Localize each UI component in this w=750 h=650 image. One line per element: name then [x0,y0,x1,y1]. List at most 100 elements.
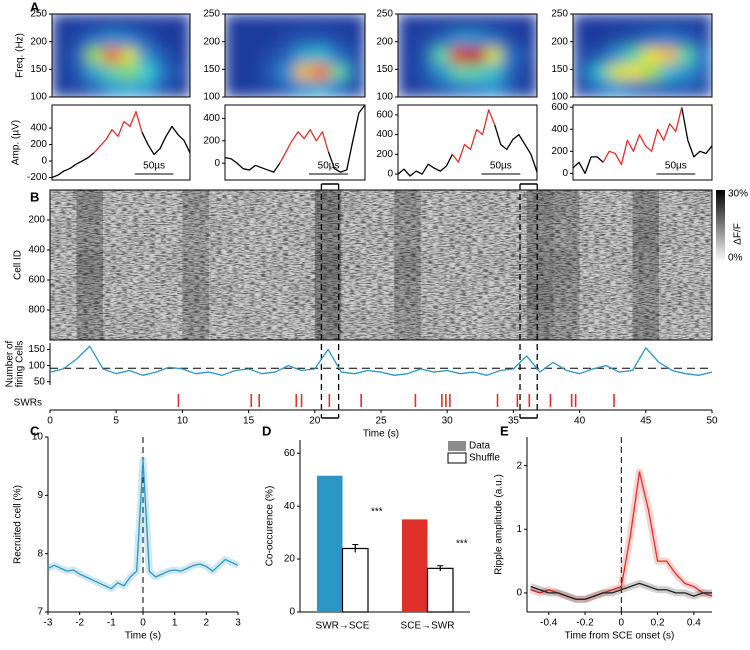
heatmap-cell [103,14,122,32]
panel-label: C [30,423,40,438]
heatmap-cell [502,47,521,65]
heatmap-cell [450,47,468,65]
heatmap-cell [312,80,331,98]
y-tick-label: 250 [203,9,220,20]
y-tick-label: 0 [289,607,295,618]
y-tick-label: 200 [30,139,47,150]
y-tick-label: 250 [30,9,47,20]
heatmap-cell [138,80,156,98]
heatmap-cell [155,80,174,98]
heatmap-cell [103,30,122,48]
heatmap-cell [103,47,122,65]
heatmap-cell [225,63,243,81]
x-tick-label: -2 [75,618,84,629]
heatmap-cell [694,30,713,48]
heatmap-cell [260,30,278,48]
texture [50,190,712,340]
x-tick-label: 0.2 [651,618,665,629]
heatmap-cell [121,30,139,48]
x-tick-label: 30 [442,416,454,427]
y-tick-label: 250 [376,9,393,20]
heatmap-cell [330,14,348,32]
y-tick-label: 0 [214,158,220,169]
heatmap-cell [625,63,643,81]
heatmap-cell [103,80,122,98]
heatmap-cell [450,63,468,81]
heatmap-cell [607,63,626,81]
heatmap-cell [415,30,434,48]
bar [341,547,369,613]
heatmap-cell [347,14,366,32]
y-tick-label: 400 [28,245,45,256]
heatmap-cell [347,30,366,48]
heatmap-cell [677,30,696,48]
heatmap-cell [52,14,70,32]
plot-frame [49,189,713,341]
heatmap-cell [659,63,678,81]
heatmap-cell [415,80,434,98]
heatmap-cell [69,47,87,65]
y-tick-label: 400 [551,124,568,135]
line-series [47,459,239,590]
heatmap-cell [590,14,609,32]
x-tick-label: 50 [706,416,718,427]
heatmap-cell [694,47,713,65]
x-tick-label: 2 [204,618,210,629]
colorbar-label: 0% [728,253,743,264]
heatmap-cell [432,47,451,65]
line-series [224,156,281,173]
heatmap-cell [225,80,243,98]
heatmap-cell [69,80,87,98]
heatmap-cell [432,80,451,98]
heatmap-cell [694,63,713,81]
x-tick-label: -0.2 [576,618,594,629]
y-tick-label: 50 [34,376,46,387]
y-axis-label: firing Cells [15,341,26,388]
heatmap-cell [86,47,105,65]
heatmap-cell [277,30,296,48]
x-tick-label: 5 [113,416,119,427]
y-tick-label: 8 [37,548,43,559]
y-tick-label: 200 [551,146,568,157]
heatmap-cell [677,47,696,65]
heatmap-cell [432,14,451,32]
heatmap-cell [69,30,87,48]
heatmap-cell [484,63,503,81]
heatmap-cell [607,14,626,32]
y-tick-label: 100 [551,92,568,103]
heatmap-cell [519,80,538,98]
heatmap-cell [330,30,348,48]
x-tick-label: 15 [243,416,255,427]
y-tick-label: 150 [376,64,393,75]
heatmap-cell [295,63,313,81]
x-axis-label: Time from SCE onset (s) [565,631,675,642]
heatmap-cell [138,30,156,48]
heatmap-cell [573,47,591,65]
heatmap-cell [347,80,366,98]
y-tick-label: 0 [562,168,568,179]
heatmap-cell [642,80,661,98]
y-axis-label: Co-occurence (%) [265,486,276,567]
heatmap-cell [590,30,609,48]
heatmap-cell [52,80,70,98]
heatmap-cell [467,30,486,48]
heatmap-cell [467,14,486,32]
scale-bar-label: 50µs [143,161,165,172]
heatmap-cell [415,63,434,81]
heatmap-cell [484,14,503,32]
x-tick-label: 0 [619,618,625,629]
heatmap-cell [450,30,468,48]
heatmap-cell [260,47,278,65]
heatmap-cell [398,63,416,81]
heatmap-cell [450,80,468,98]
heatmap-cell [415,14,434,32]
heatmap-cell [155,47,174,65]
heatmap-cell [295,30,313,48]
heatmap-cell [694,14,713,32]
heatmap-cell [398,80,416,98]
plot-frame [397,13,538,98]
heatmap-cell [121,63,139,81]
x-tick-label: SWR→SCE [316,621,370,632]
heatmap-cell [502,63,521,81]
heatmap-cell [677,63,696,81]
